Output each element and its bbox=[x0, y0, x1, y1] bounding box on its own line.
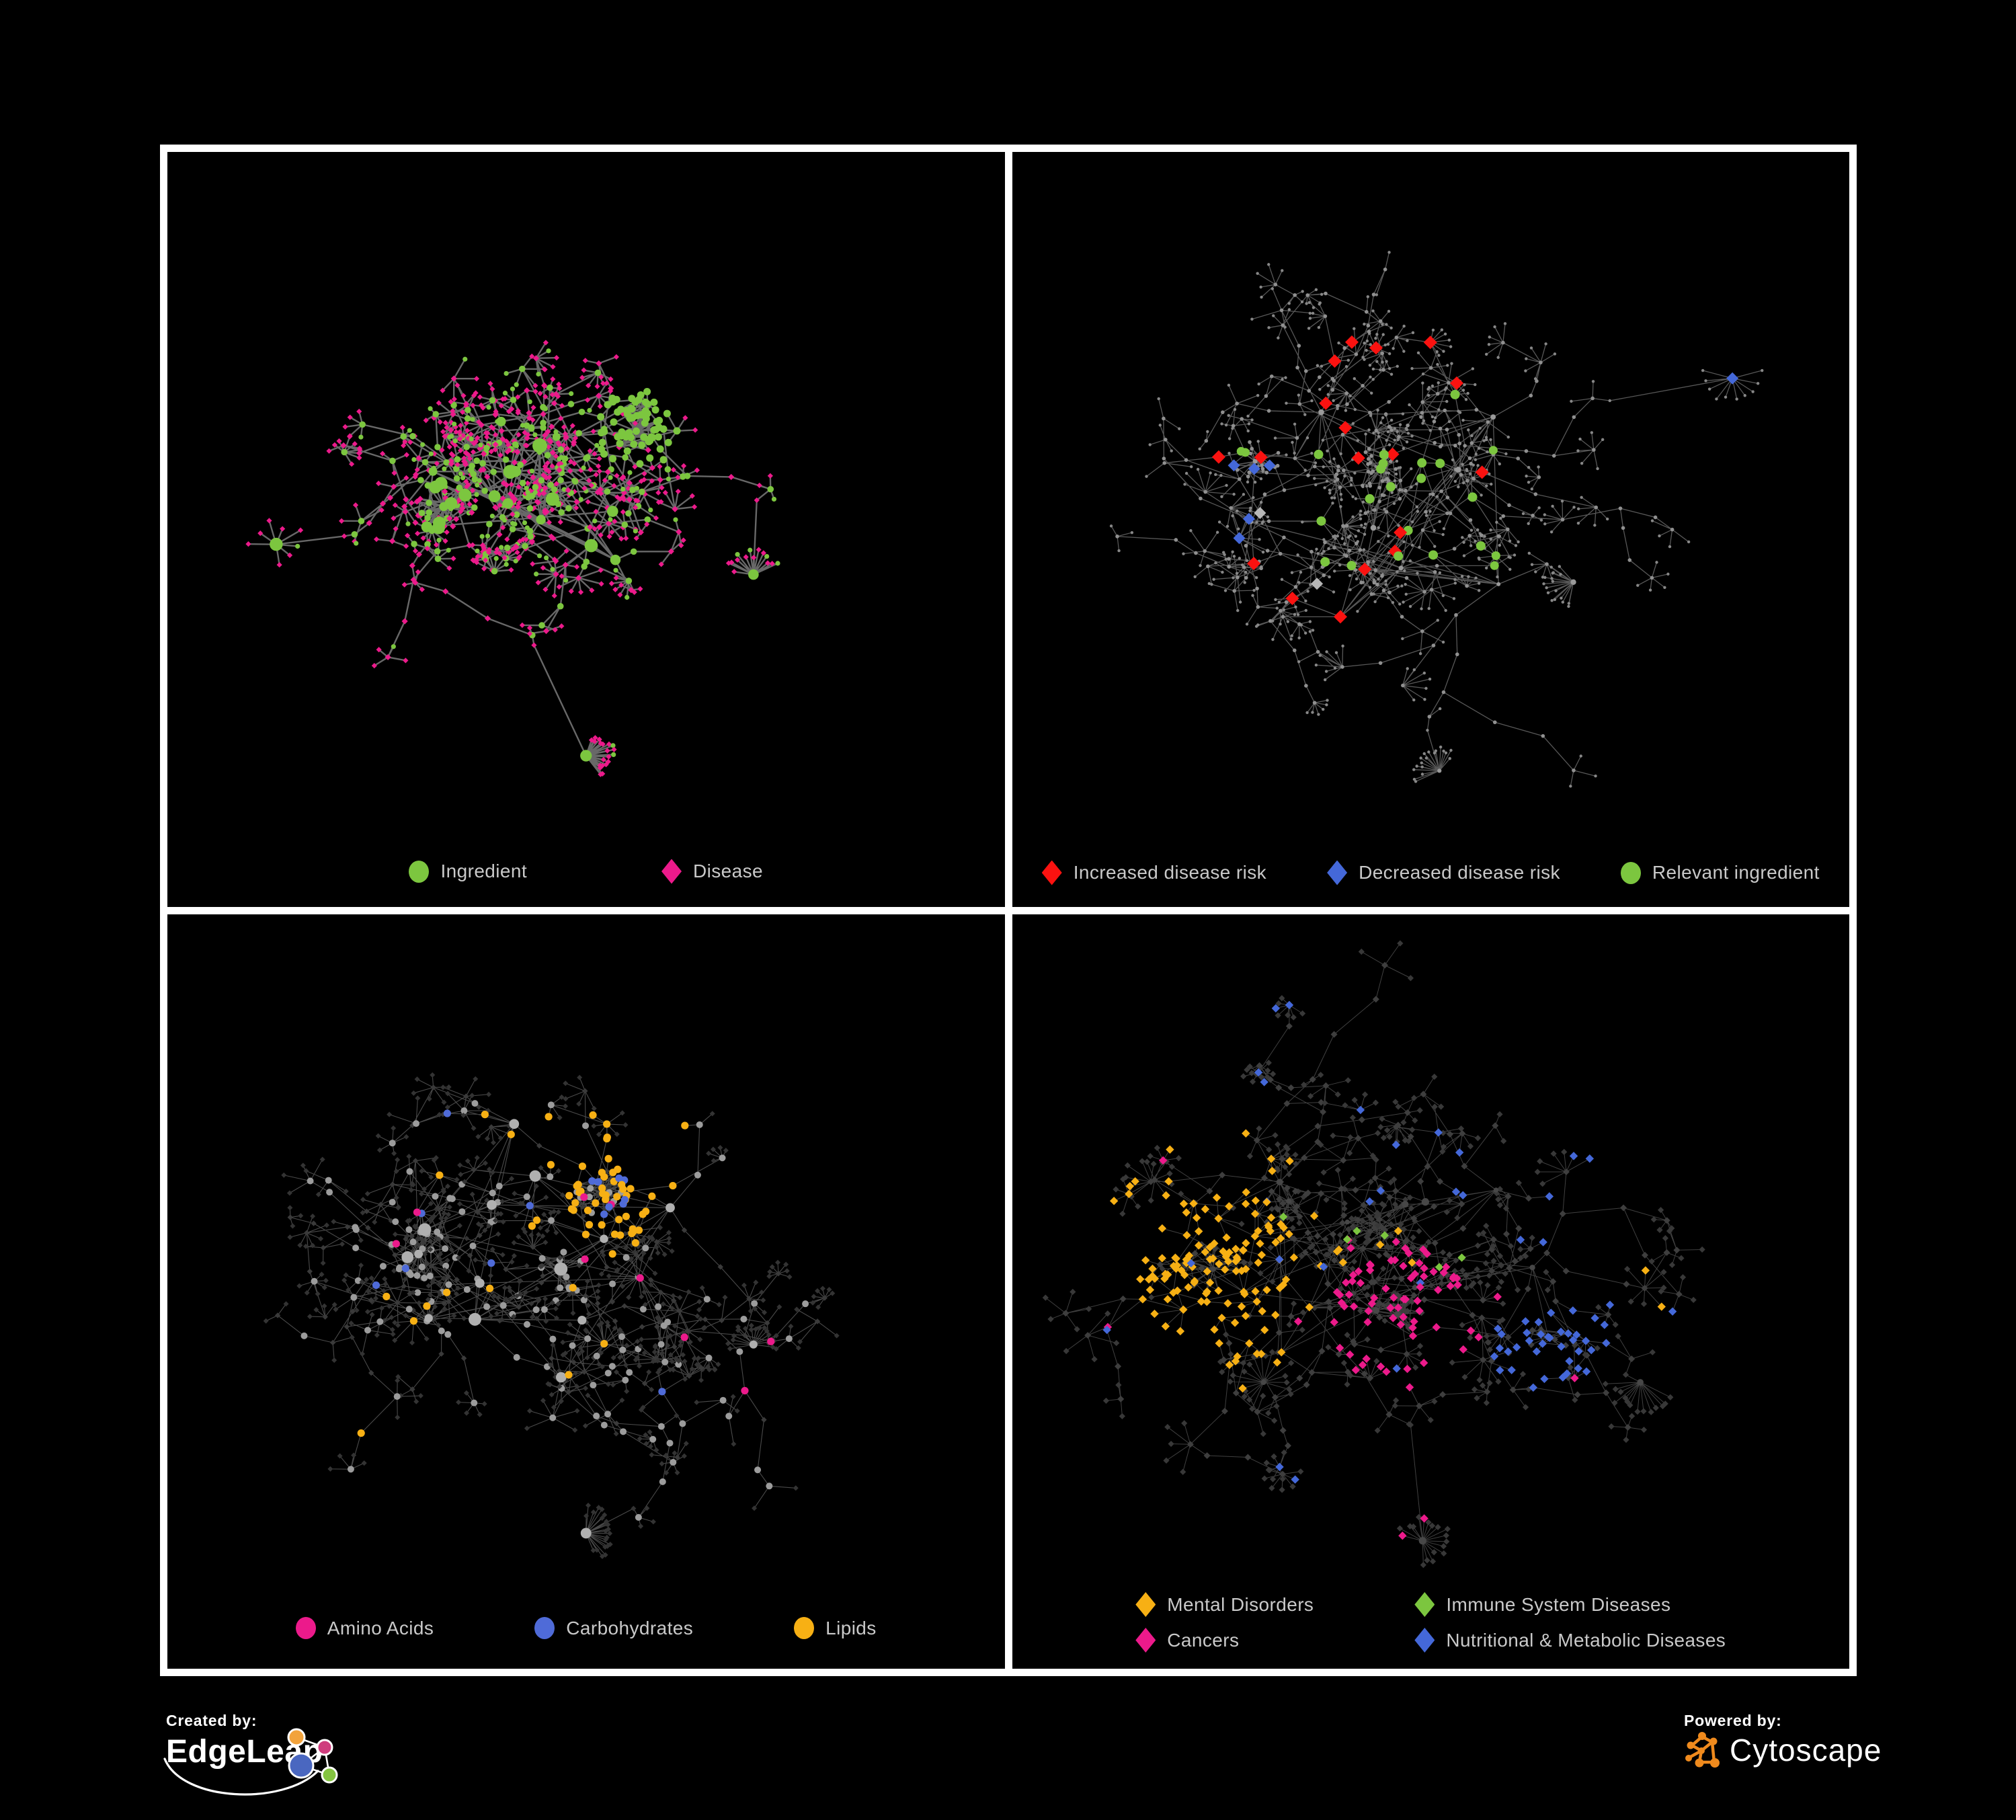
legend-label: Increased disease risk bbox=[1073, 862, 1267, 883]
panel-disease-risk: Increased disease risk Decreased disease… bbox=[1012, 152, 1850, 907]
carbohydrates-marker-icon bbox=[534, 1617, 555, 1639]
legend-item-amino-acids: Amino Acids bbox=[295, 1617, 434, 1639]
legend-item-carbohydrates: Carbohydrates bbox=[534, 1617, 693, 1639]
panel-disease-classes: Mental Disorders Immune System Diseases … bbox=[1012, 914, 1850, 1669]
immune-diseases-marker-icon bbox=[1414, 1592, 1435, 1617]
cytoscape-logo-icon bbox=[1685, 1732, 1720, 1768]
disease-marker-icon bbox=[661, 859, 682, 884]
network-disease-risk bbox=[1109, 251, 1763, 788]
legend-label: Mental Disorders bbox=[1167, 1593, 1314, 1615]
legend-nutrient-classes: Amino Acids Carbohydrates Lipids bbox=[167, 1617, 1005, 1639]
network-disease-classes bbox=[1042, 940, 1705, 1568]
powered-by-label: Powered by: bbox=[1684, 1712, 1782, 1729]
panel-grid: Ingredient Disease Increased disease ris… bbox=[160, 145, 1857, 1676]
legend-item-cancers: Cancers bbox=[1135, 1628, 1314, 1653]
network-nutrient-classes bbox=[263, 1072, 840, 1559]
legend-item-disease: Disease bbox=[661, 859, 763, 884]
mental-disorders-marker-icon bbox=[1135, 1592, 1156, 1617]
relevant-ingredient-marker-icon bbox=[1620, 861, 1641, 884]
legend-label: Amino Acids bbox=[327, 1617, 434, 1638]
legend-item-lipids: Lipids bbox=[794, 1617, 877, 1639]
legend-label: Lipids bbox=[825, 1617, 877, 1638]
panel-nutrient-classes: Amino Acids Carbohydrates Lipids bbox=[167, 914, 1005, 1669]
legend-item-increased-risk: Increased disease risk bbox=[1041, 860, 1267, 885]
legend-disease-risk: Increased disease risk Decreased disease… bbox=[1012, 860, 1850, 885]
legend-item-immune-diseases: Immune System Diseases bbox=[1414, 1592, 1726, 1617]
decreased-risk-marker-icon bbox=[1327, 860, 1348, 885]
created-by-block: Created by: EdgeLeap bbox=[163, 1712, 395, 1813]
cytoscape-wordmark: Cytoscape bbox=[1730, 1733, 1882, 1768]
ingredient-marker-icon bbox=[409, 860, 430, 883]
legend-label: Decreased disease risk bbox=[1359, 862, 1560, 883]
cancers-marker-icon bbox=[1135, 1628, 1156, 1653]
legend-ingredient-disease: Ingredient Disease bbox=[167, 859, 1005, 884]
legend-item-mental-disorders: Mental Disorders bbox=[1135, 1592, 1314, 1617]
amino-acids-marker-icon bbox=[295, 1617, 316, 1639]
panel-ingredient-disease: Ingredient Disease bbox=[167, 152, 1005, 907]
legend-label: Immune System Diseases bbox=[1446, 1593, 1671, 1615]
network-ingredient-disease bbox=[245, 340, 780, 777]
created-by-label: Created by: bbox=[166, 1712, 257, 1729]
legend-label: Carbohydrates bbox=[566, 1617, 694, 1638]
legend-item-relevant-ingredient: Relevant ingredient bbox=[1620, 861, 1820, 884]
legend-item-decreased-risk: Decreased disease risk bbox=[1327, 860, 1560, 885]
legend-label: Disease bbox=[693, 861, 763, 881]
legend-item-ingredient: Ingredient bbox=[409, 860, 528, 883]
legend-label: Cancers bbox=[1167, 1629, 1240, 1651]
increased-risk-marker-icon bbox=[1041, 860, 1062, 885]
edgeleap-wordmark: EdgeLeap bbox=[166, 1734, 323, 1770]
nutritional-metabolic-marker-icon bbox=[1414, 1628, 1435, 1653]
lipids-marker-icon bbox=[794, 1617, 815, 1639]
legend-label: Nutritional & Metabolic Diseases bbox=[1446, 1629, 1726, 1651]
legend-disease-classes: Mental Disorders Immune System Diseases … bbox=[1012, 1592, 1850, 1653]
legend-label: Ingredient bbox=[440, 861, 528, 881]
legend-label: Relevant ingredient bbox=[1652, 862, 1820, 883]
powered-by-block: Powered by: bbox=[1684, 1712, 1966, 1806]
legend-item-nutritional-metabolic: Nutritional & Metabolic Diseases bbox=[1414, 1628, 1726, 1653]
